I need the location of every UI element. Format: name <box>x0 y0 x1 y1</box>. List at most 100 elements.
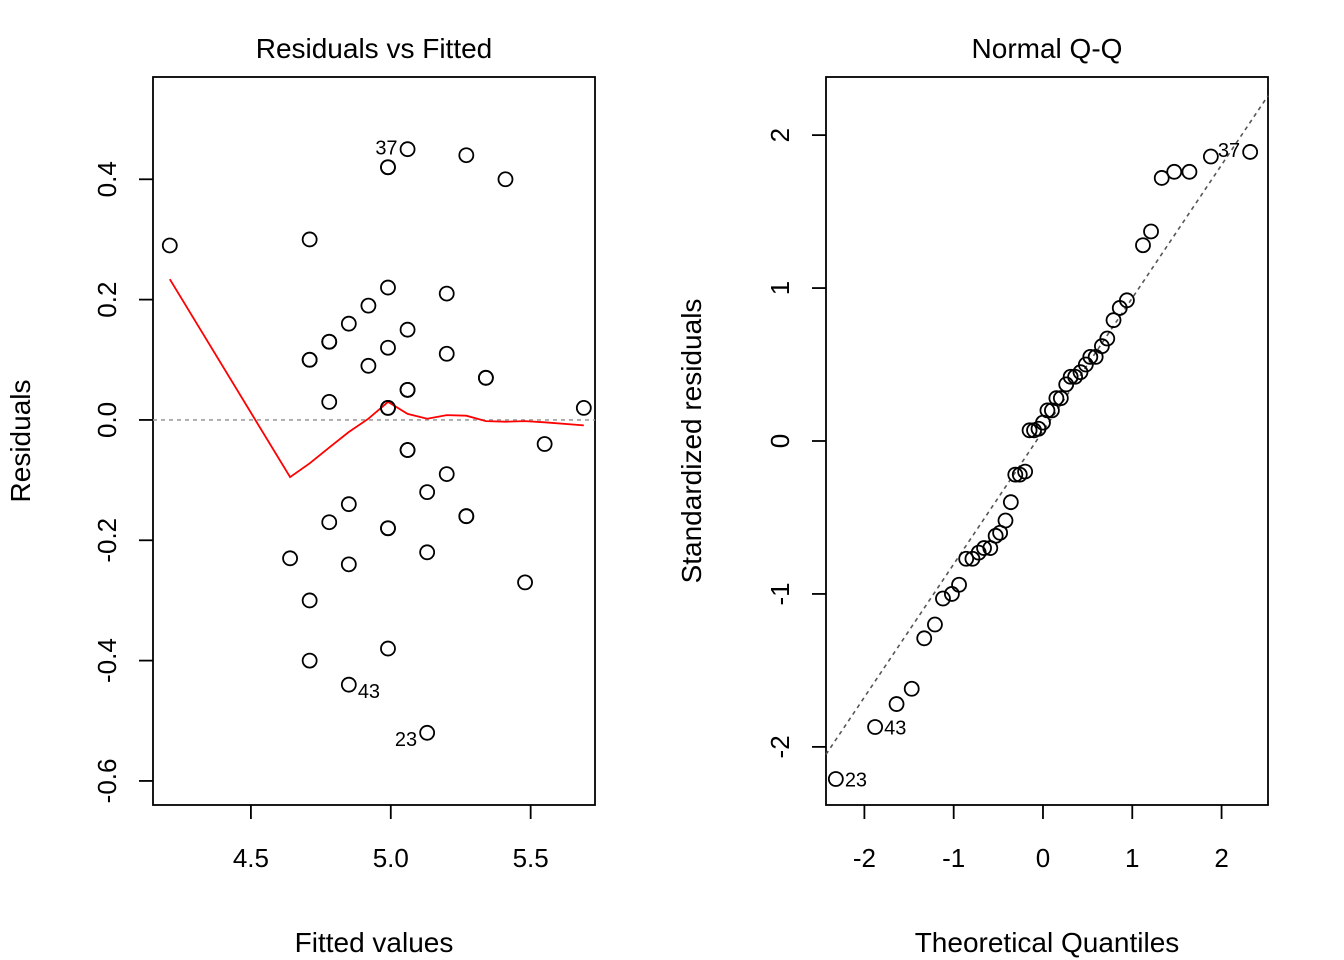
data-point <box>458 508 475 525</box>
data-point <box>987 527 1004 544</box>
data-point <box>1007 466 1024 483</box>
data-point <box>340 315 357 332</box>
point-labels: 37 43 23 <box>845 140 1240 791</box>
x-tick-label: 4.5 <box>233 843 269 873</box>
data-point <box>380 159 396 176</box>
data-point <box>1021 422 1038 439</box>
data-point <box>438 466 455 482</box>
data-point <box>935 590 951 607</box>
y-tick-label: -1 <box>765 582 795 605</box>
data-point <box>1077 356 1094 373</box>
data-point <box>1017 463 1034 480</box>
data-point <box>927 616 943 633</box>
data-points <box>827 144 1259 787</box>
point-label: 23 <box>845 769 867 791</box>
data-point <box>380 520 396 537</box>
data-point <box>399 321 416 338</box>
y-tick-label: 0.4 <box>92 161 122 197</box>
data-point <box>399 442 416 458</box>
plot-frame <box>825 76 1269 806</box>
point-label: 23 <box>395 729 417 751</box>
data-point <box>517 574 533 591</box>
data-point <box>497 171 514 188</box>
point-label: 43 <box>358 681 380 703</box>
x-tick-label: -1 <box>942 843 965 873</box>
data-point <box>419 544 436 561</box>
data-point <box>380 640 396 657</box>
x-axis-label: Fitted values <box>295 927 454 958</box>
data-point <box>161 237 178 254</box>
data-point <box>321 514 338 531</box>
y-tick-label: 0.0 <box>92 402 122 438</box>
data-point <box>1143 223 1159 240</box>
data-point <box>958 550 975 567</box>
axis-ticks: 4.5 5.0 5.5 -0.6 -0.4 -0.2 0.0 0.2 0.4 <box>92 161 549 873</box>
y-tick-label: 1 <box>765 281 795 295</box>
data-point <box>1062 368 1079 385</box>
y-tick-label: 2 <box>765 128 795 142</box>
data-point <box>399 381 416 398</box>
data-point <box>477 369 494 386</box>
data-point <box>827 771 844 787</box>
y-tick-label: -0.6 <box>92 759 122 804</box>
data-point <box>997 512 1014 529</box>
data-point <box>1153 170 1170 186</box>
point-labels: 37 43 23 <box>358 137 417 751</box>
data-point <box>419 484 436 501</box>
data-point <box>301 652 318 669</box>
y-tick-label: -0.4 <box>92 638 122 683</box>
data-point <box>340 496 357 513</box>
point-label: 43 <box>884 717 906 739</box>
point-label: 37 <box>1218 140 1240 162</box>
chart-title: Residuals vs Fitted <box>256 33 493 64</box>
x-tick-label: 1 <box>1125 843 1139 873</box>
x-axis-label: Theoretical Quantiles <box>915 927 1180 958</box>
y-axis-label: Standardized residuals <box>676 299 707 584</box>
data-point <box>321 333 338 350</box>
x-tick-label: 2 <box>1214 843 1228 873</box>
normal-qq-panel: Normal Q-Q Theoretical Quantiles Standar… <box>676 33 1269 958</box>
x-tick-label: 5.5 <box>513 843 549 873</box>
data-point <box>419 724 436 741</box>
plot-frame <box>152 76 596 806</box>
data-point <box>1048 390 1065 407</box>
smoother-line <box>169 278 584 479</box>
data-point <box>340 676 357 693</box>
y-tick-label: -2 <box>765 735 795 758</box>
data-point <box>301 592 318 609</box>
data-point <box>301 231 318 248</box>
data-point <box>1082 348 1099 365</box>
data-point <box>1166 163 1183 180</box>
y-tick-label: 0.2 <box>92 282 122 318</box>
data-point <box>380 400 396 416</box>
data-point <box>1119 292 1135 309</box>
data-point <box>380 339 396 356</box>
point-label: 37 <box>375 137 397 159</box>
axis-ticks: -2 -1 0 1 2 -2 -1 0 1 2 <box>765 128 1229 873</box>
chart-title: Normal Q-Q <box>972 33 1123 64</box>
data-point <box>438 345 455 362</box>
data-point <box>321 393 338 410</box>
data-point <box>976 540 992 556</box>
data-point <box>1039 402 1056 419</box>
data-point <box>903 680 920 697</box>
y-tick-label: 0 <box>765 434 795 448</box>
data-point <box>438 285 455 302</box>
data-point <box>282 550 298 567</box>
y-tick-label: -0.2 <box>92 518 122 563</box>
data-point <box>360 297 377 314</box>
y-axis-label: Residuals <box>5 380 36 503</box>
data-point <box>1135 237 1151 254</box>
data-point <box>1202 148 1219 165</box>
data-point <box>536 436 553 452</box>
x-tick-label: 0 <box>1036 843 1050 873</box>
data-point <box>399 141 416 158</box>
data-points <box>161 141 592 741</box>
data-point <box>951 576 967 593</box>
x-tick-label: 5.0 <box>373 843 409 873</box>
data-point <box>575 400 592 416</box>
qq-reference-line <box>825 95 1269 755</box>
data-point <box>301 351 318 368</box>
data-point <box>360 357 377 374</box>
data-point <box>1105 312 1122 329</box>
